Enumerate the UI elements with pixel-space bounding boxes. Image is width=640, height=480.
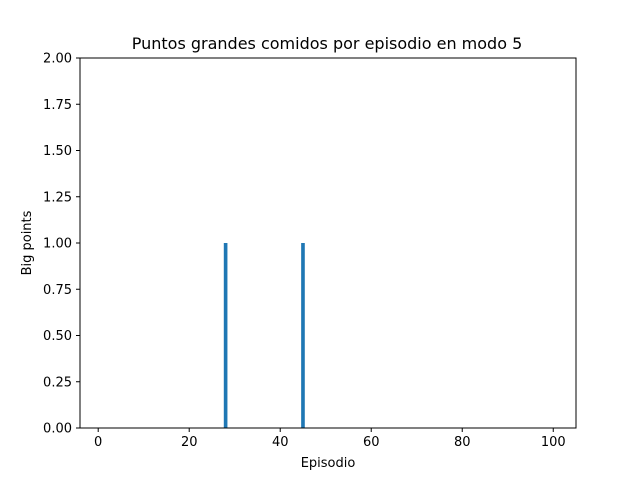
y-tick-label: 1.75 — [43, 98, 72, 113]
y-tick-label: 1.25 — [43, 190, 72, 205]
x-tick-label: 40 — [272, 435, 289, 450]
plot-frame — [79, 57, 577, 429]
x-tick-label: 0 — [94, 435, 102, 450]
y-axis-label: Big points — [20, 210, 35, 275]
x-tick-label: 100 — [541, 435, 566, 450]
y-tick-label: 2.00 — [43, 52, 72, 67]
x-axis: 0 20 40 60 80 100 — [94, 428, 566, 450]
x-tick-label: 60 — [363, 435, 380, 450]
y-tick-label: 0.50 — [43, 329, 72, 344]
chart-title: Puntos grandes comidos por episodio en m… — [132, 34, 523, 53]
x-tick-label: 80 — [454, 435, 471, 450]
y-tick-label: 0.00 — [43, 422, 72, 437]
y-tick-label: 0.75 — [43, 283, 72, 298]
x-tick-label: 20 — [181, 435, 198, 450]
x-axis-label: Episodio — [301, 456, 356, 471]
bar-series — [223, 243, 305, 428]
bar-0 — [223, 243, 228, 428]
y-tick-label: 1.50 — [43, 144, 72, 159]
bar-1 — [301, 243, 305, 428]
y-axis: 0.00 0.25 0.50 0.75 1.00 1.25 1.50 1.75 2.00 — [43, 52, 80, 437]
y-tick-label: 1.00 — [43, 237, 72, 252]
y-tick-label: 0.25 — [43, 375, 72, 390]
